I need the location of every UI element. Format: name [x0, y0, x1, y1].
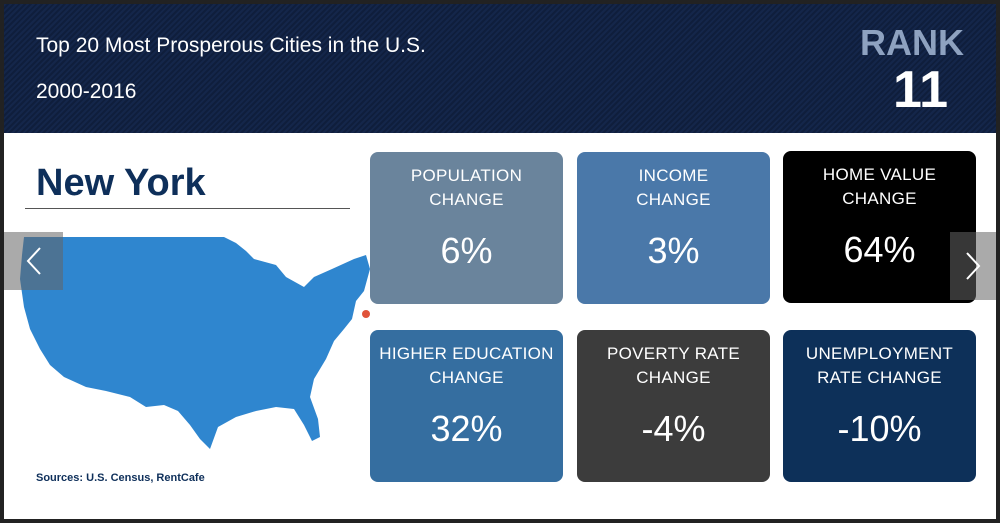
- card-value: 6%: [440, 230, 493, 271]
- card-label: HOME VALUE: [822, 165, 937, 184]
- card-poverty-rate-change: POVERTY RATE CHANGE -4%: [577, 330, 770, 482]
- us-map: [20, 237, 370, 449]
- card-label: INCOME: [638, 166, 709, 185]
- divider: [25, 208, 350, 209]
- card-label: CHANGE: [429, 368, 504, 387]
- card-value: -10%: [837, 408, 922, 449]
- card-value: -4%: [641, 408, 706, 449]
- card-label: CHANGE: [636, 190, 711, 209]
- card-income-change: INCOME CHANGE 3%: [577, 152, 770, 304]
- card-label: CHANGE: [842, 189, 917, 208]
- card-label: CHANGE: [429, 190, 504, 209]
- chevron-right-icon: [966, 252, 981, 280]
- card-population-change: POPULATION CHANGE 6%: [370, 152, 563, 304]
- card-label: POVERTY RATE: [606, 344, 741, 363]
- city-marker: [362, 310, 370, 318]
- card-label: UNEMPLOYMENT: [805, 344, 954, 363]
- card-label: CHANGE: [636, 368, 711, 387]
- card-label: POPULATION: [410, 166, 523, 185]
- chevron-left-icon: [26, 247, 41, 275]
- card-value: 32%: [430, 408, 503, 449]
- card-label: HIGHER EDUCATION: [379, 344, 554, 363]
- rank-label: RANK: [860, 22, 964, 63]
- next-slide-button[interactable]: [950, 232, 996, 300]
- us-map-shape: [20, 237, 370, 449]
- card-label: RATE CHANGE: [817, 368, 942, 387]
- card-value: 3%: [647, 230, 700, 271]
- prev-slide-button[interactable]: [4, 232, 63, 290]
- card-value: 64%: [843, 229, 916, 270]
- sources-note: Sources: U.S. Census, RentCafe: [36, 472, 205, 484]
- card-home-value-change: HOME VALUE CHANGE 64%: [783, 151, 976, 303]
- rank-value: 11: [893, 61, 948, 119]
- card-unemployment-rate-change: UNEMPLOYMENT RATE CHANGE -10%: [783, 330, 976, 482]
- header: Top 20 Most Prosperous Cities in the U.S…: [4, 4, 996, 133]
- page-title: Top 20 Most Prosperous Cities in the U.S…: [36, 34, 426, 57]
- card-higher-education-change: HIGHER EDUCATION CHANGE 32%: [370, 330, 563, 482]
- infographic-slide: Top 20 Most Prosperous Cities in the U.S…: [4, 4, 996, 519]
- year-range: 2000-2016: [36, 80, 137, 103]
- city-name: New York: [36, 162, 206, 204]
